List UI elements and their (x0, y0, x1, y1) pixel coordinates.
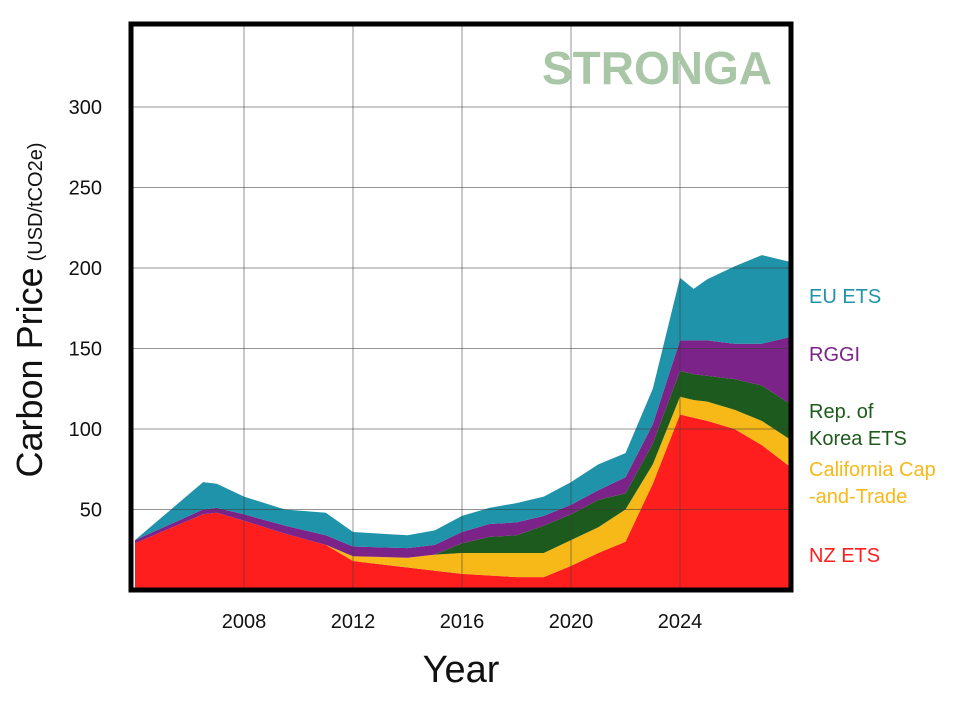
stacked-areas (135, 255, 789, 590)
y-tick-label: 50 (80, 500, 102, 522)
y-axis-title-main: Carbon Price (9, 267, 50, 477)
area-rggi (135, 337, 789, 558)
area-rep-of-korea-ets (135, 371, 789, 558)
y-tick-labels: 50 100 150 200 250 300 (69, 97, 102, 522)
y-axis-title: Carbon Price (USD/tCO2e) (9, 143, 50, 478)
legend-label-california-cap-and-trade: California Cap -and-Trade (809, 459, 936, 508)
x-axis-title: Year (423, 649, 500, 691)
x-tick-label: 2024 (658, 611, 703, 633)
x-tick-labels: 2008 2012 2016 2020 2024 (222, 611, 703, 633)
legend: EU ETS RGGI Rep. of Korea ETS California Cap… (809, 286, 936, 567)
watermark-logo: STRONGA (542, 42, 772, 94)
legend-label-nz-ets: NZ ETS (809, 545, 880, 567)
x-tick-label: 2020 (549, 611, 594, 633)
y-tick-label: 300 (69, 97, 102, 119)
y-tick-label: 150 (69, 339, 102, 361)
legend-label-eu-ets: EU ETS (809, 286, 881, 308)
y-tick-label: 100 (69, 419, 102, 441)
x-tick-label: 2012 (331, 611, 376, 633)
legend-label-rep-of-korea-ets: Rep. of Korea ETS (809, 401, 907, 450)
plot-frame (128, 21, 794, 593)
legend-label-rggi: RGGI (809, 344, 860, 366)
x-tick-label: 2008 (222, 611, 267, 633)
grid-lines (131, 24, 791, 590)
x-tick-label: 2016 (440, 611, 485, 633)
area-nz-ets (135, 414, 789, 590)
y-axis-title-unit: (USD/tCO2e) (25, 143, 47, 262)
area-eu-ets (135, 255, 789, 549)
y-tick-label: 200 (69, 258, 102, 280)
y-tick-label: 250 (69, 178, 102, 200)
area-california-cap-and-trade (135, 396, 789, 578)
svg-text:Carbon Price(USD/tCO2e): Carbon Price (USD/tCO2e) (9, 143, 50, 478)
